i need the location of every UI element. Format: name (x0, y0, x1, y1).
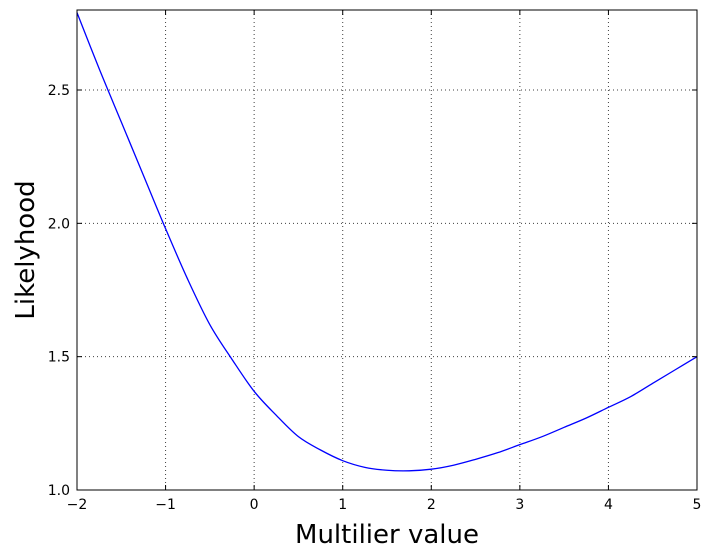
x-tick-label: −1 (155, 497, 176, 513)
x-tick-label: 1 (338, 497, 347, 513)
y-axis-title: Likelyhood (11, 180, 41, 319)
y-tick-label: 1.5 (48, 350, 70, 366)
series-line-0 (76, 12, 698, 472)
grid-lines (77, 10, 697, 490)
y-tick-label: 2.0 (48, 216, 70, 232)
y-tick-label: 2.5 (48, 83, 70, 99)
tick-labels: −2 −1 0 1 2 3 4 5 1.0 1.5 2.0 2.5 (48, 83, 702, 513)
x-tick-label: 0 (250, 497, 259, 513)
x-tick-label: 3 (515, 497, 524, 513)
series-layer (76, 12, 698, 472)
x-tick-label: 4 (604, 497, 613, 513)
x-axis-title: Multilier value (295, 520, 479, 550)
x-tick-label: 2 (427, 497, 436, 513)
axis-ticks (76, 10, 698, 491)
y-tick-label: 1.0 (48, 483, 70, 499)
x-tick-label: −2 (67, 497, 88, 513)
plot-frame (76, 9, 698, 491)
x-tick-label: 5 (693, 497, 702, 513)
